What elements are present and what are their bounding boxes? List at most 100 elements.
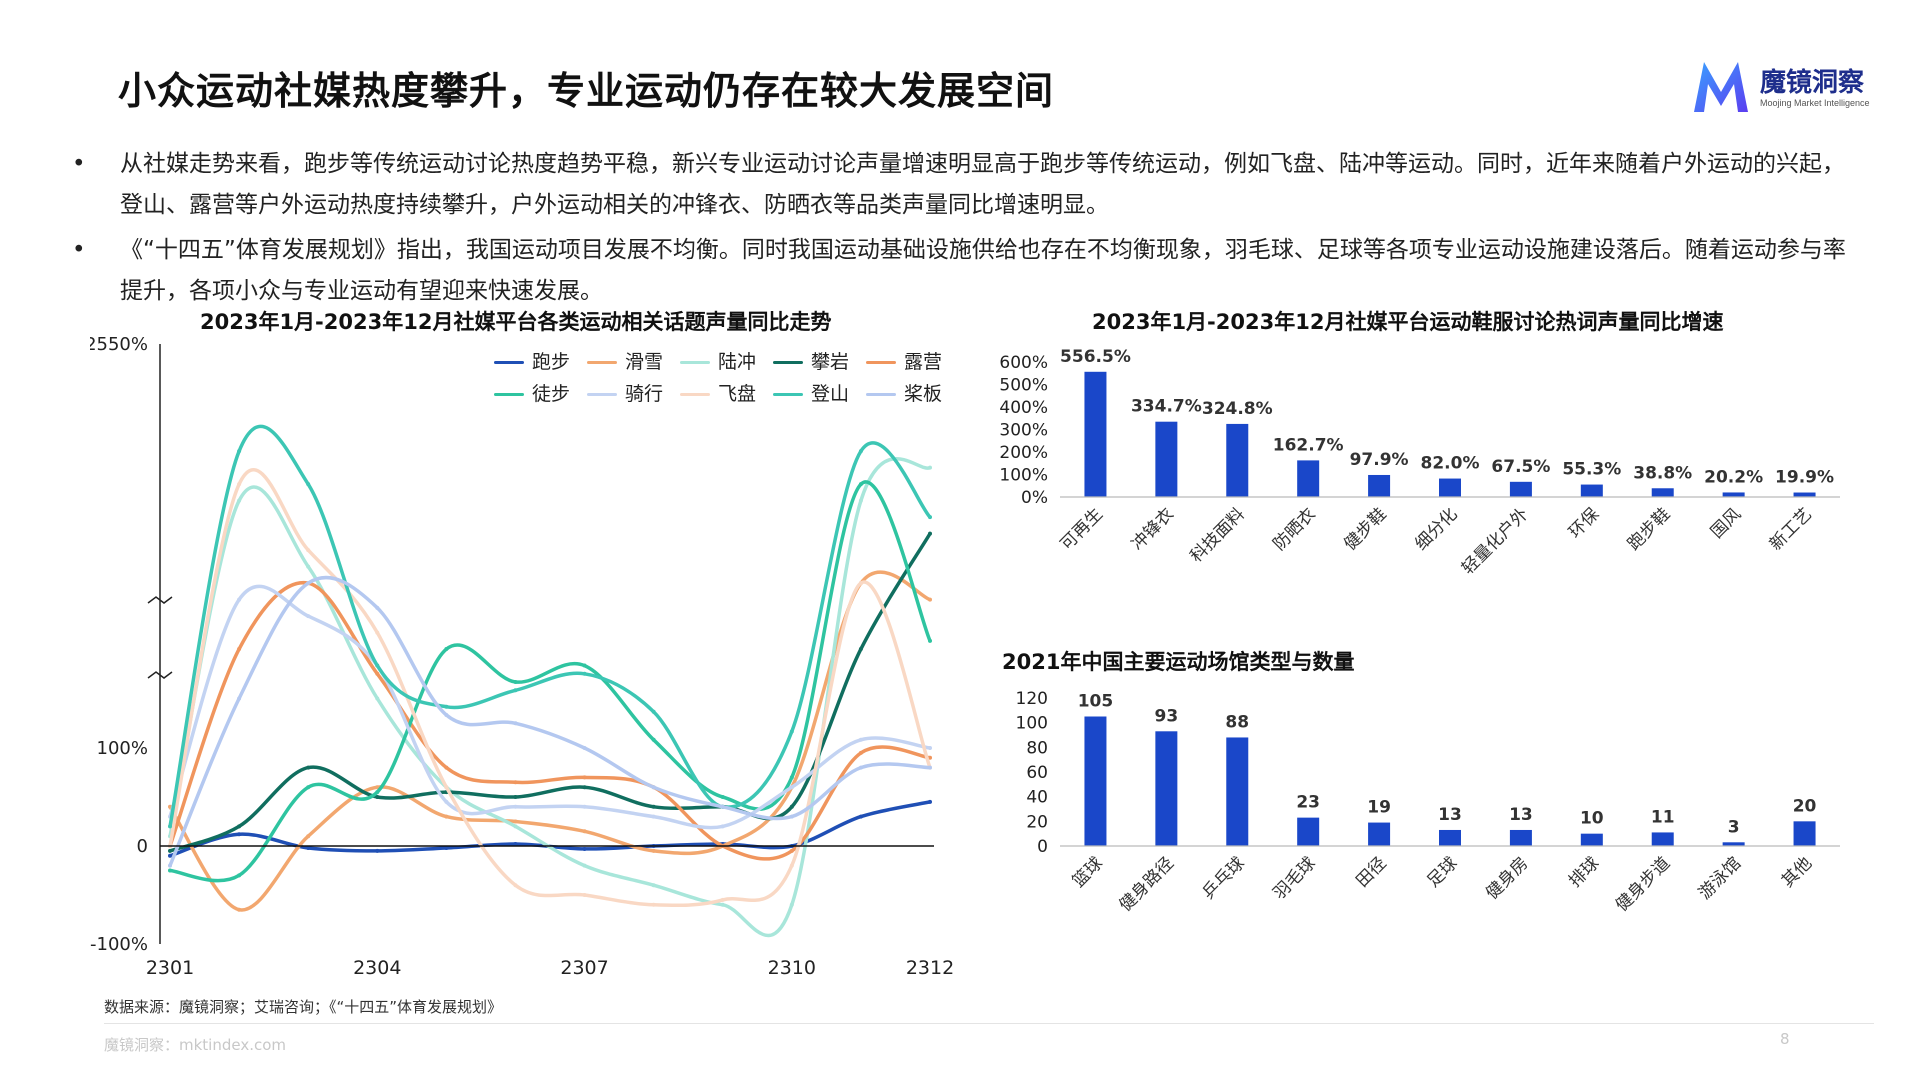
data-point	[651, 883, 656, 888]
y-tick-label: 60	[1026, 763, 1048, 783]
category-label: 轻量化户外	[1458, 504, 1532, 578]
data-label: 67.5%	[1491, 457, 1550, 477]
legend-swatch	[494, 393, 524, 396]
data-point	[375, 663, 380, 668]
data-point	[513, 680, 518, 685]
data-point	[375, 696, 380, 701]
legend-swatch	[587, 393, 617, 396]
data-point	[237, 907, 242, 912]
legend-label: 飞盘	[718, 383, 757, 405]
legend-label: 滑雪	[625, 351, 664, 373]
category-label: 科技面料	[1187, 504, 1249, 566]
line-chart: 2550% 100% 0 -100%2301 2304 2307 2310 2312	[90, 334, 954, 979]
page-number: 8	[1780, 1030, 1790, 1048]
data-point	[375, 795, 380, 799]
data-point	[928, 746, 932, 750]
data-point	[375, 671, 380, 676]
data-point	[237, 824, 242, 829]
category-label: 环保	[1565, 504, 1603, 542]
data-point	[651, 804, 656, 809]
data-point	[306, 548, 311, 553]
data-point	[928, 638, 932, 643]
data-point	[582, 663, 587, 668]
data-label: 20.2%	[1704, 467, 1763, 487]
bar-chart-1: 600% 500%400% 300%200% 100%0% 556.5% 可再生 334.7…	[999, 347, 1840, 579]
y-tick-label: 300%	[999, 421, 1048, 441]
data-point	[375, 630, 380, 635]
bullet-text: 《“十四五”体育发展规划》指出，我国运动项目发展不均衡。同时我国运动基础设施供给…	[120, 237, 1846, 304]
y-tick-label: 400%	[999, 398, 1048, 418]
logo-subtitle: Moojing Market Intelligence	[1760, 98, 1870, 108]
data-point	[858, 581, 863, 586]
data-point	[720, 795, 725, 799]
data-point	[444, 785, 449, 790]
data-label: 19	[1367, 798, 1391, 818]
y-tick-label: 40	[1026, 788, 1048, 808]
data-point	[720, 804, 725, 809]
data-point	[651, 814, 656, 819]
data-source: 数据来源：魔镜洞察；艾瑞咨询；《“十四五”体育发展规划》	[104, 998, 503, 1016]
legend-label: 攀岩	[811, 351, 850, 373]
data-point	[651, 737, 656, 742]
data-point	[789, 902, 794, 907]
logo-mark-icon	[1694, 62, 1748, 112]
data-point	[375, 605, 380, 610]
data-point	[720, 902, 725, 907]
data-point	[237, 482, 242, 487]
data-point	[651, 709, 656, 714]
category-label: 新工艺	[1766, 504, 1816, 554]
category-label: 其他	[1778, 853, 1816, 891]
data-label: 55.3%	[1562, 460, 1621, 480]
legend-label: 骑行	[625, 383, 664, 405]
data-point	[375, 785, 380, 790]
data-point	[928, 515, 932, 520]
data-point	[651, 785, 656, 790]
data-point	[789, 785, 794, 790]
data-point	[375, 790, 380, 795]
data-point	[168, 853, 172, 858]
data-point	[444, 647, 449, 652]
data-point	[789, 804, 794, 809]
data-point	[651, 902, 656, 907]
data-point	[375, 848, 380, 853]
category-label: 排球	[1565, 853, 1603, 891]
data-point	[237, 696, 242, 701]
bar	[1439, 478, 1461, 497]
category-label: 跑步鞋	[1624, 504, 1674, 554]
data-point	[582, 893, 587, 897]
data-point	[928, 799, 932, 804]
legend-label: 跑步	[532, 351, 571, 373]
data-point	[858, 765, 863, 770]
data-label: 162.7%	[1273, 435, 1344, 455]
axis-break-mark	[147, 671, 173, 679]
data-point	[306, 564, 311, 569]
bar	[1580, 484, 1603, 497]
data-point	[789, 729, 794, 734]
data-point	[444, 799, 449, 804]
category-label: 篮球	[1069, 853, 1107, 891]
data-label: 38.8%	[1633, 463, 1692, 483]
series-line	[168, 456, 932, 938]
data-point	[513, 824, 518, 829]
data-point	[858, 482, 863, 487]
data-label: 13	[1509, 805, 1533, 825]
summary-bullets: • 从社媒走势来看，跑步等传统运动讨论热度趋势平稳，新兴专业运动讨论声量增速明显…	[72, 144, 1862, 312]
legend-swatch	[680, 393, 710, 396]
legend-label: 陆冲	[718, 351, 757, 373]
data-point	[306, 482, 311, 487]
axis-break-mark	[147, 596, 173, 604]
bar	[1793, 492, 1816, 497]
bullet-item: • 《“十四五”体育发展规划》指出，我国运动项目发展不均衡。同时我国运动基础设施…	[72, 230, 1862, 312]
data-point	[582, 775, 587, 780]
data-point	[237, 832, 242, 837]
footer-divider	[104, 1023, 1874, 1024]
y-tick-label: 0	[1037, 837, 1048, 857]
data-point	[858, 647, 863, 652]
data-point	[444, 765, 449, 770]
legend-swatch	[773, 393, 803, 396]
data-point	[513, 883, 518, 888]
data-point	[513, 819, 518, 824]
bar	[1226, 737, 1249, 846]
category-label: 游泳馆	[1695, 853, 1745, 903]
line-chart-title: 2023年1月-2023年12月社媒平台各类运动相关话题声量同比走势	[200, 310, 832, 334]
